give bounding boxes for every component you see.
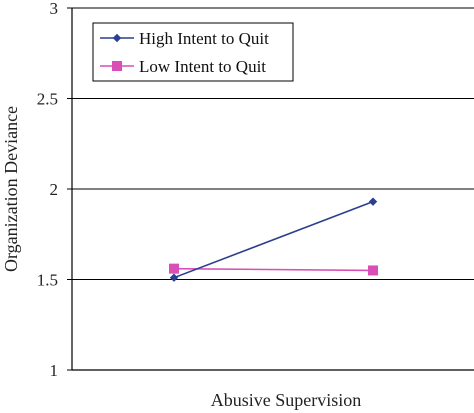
legend-label: Low Intent to Quit [139, 57, 266, 76]
legend-swatch-marker [112, 33, 122, 43]
series-layer [169, 197, 378, 282]
y-tick-label: 3 [50, 0, 59, 18]
legend-item: High Intent to Quit [100, 29, 269, 48]
y-axis-title: Organization Deviance [1, 106, 21, 272]
axes [71, 8, 474, 371]
legend-box [92, 22, 294, 82]
data-point [169, 273, 179, 282]
y-tick-label: 2.5 [37, 90, 58, 109]
x-axis-title: Abusive Supervision [211, 390, 362, 410]
series-line [173, 267, 374, 272]
y-tick-label: 2 [50, 180, 59, 199]
y-tick-label: 1.5 [37, 271, 58, 290]
legend: High Intent to Quit Low Intent to Quit [92, 22, 294, 82]
data-point [169, 263, 179, 274]
legend-swatch-marker [112, 61, 122, 71]
series-low-intent [169, 263, 378, 276]
y-tick-labels: 1 1.5 2 2.5 3 [37, 0, 58, 380]
gridlines [67, 7, 474, 371]
series-high-intent [169, 197, 378, 282]
y-tick-label: 1 [50, 361, 59, 380]
data-point [368, 265, 378, 276]
series-line [173, 200, 374, 279]
data-point [368, 197, 378, 206]
legend-item: Low Intent to Quit [100, 57, 266, 76]
legend-label: High Intent to Quit [139, 29, 269, 48]
